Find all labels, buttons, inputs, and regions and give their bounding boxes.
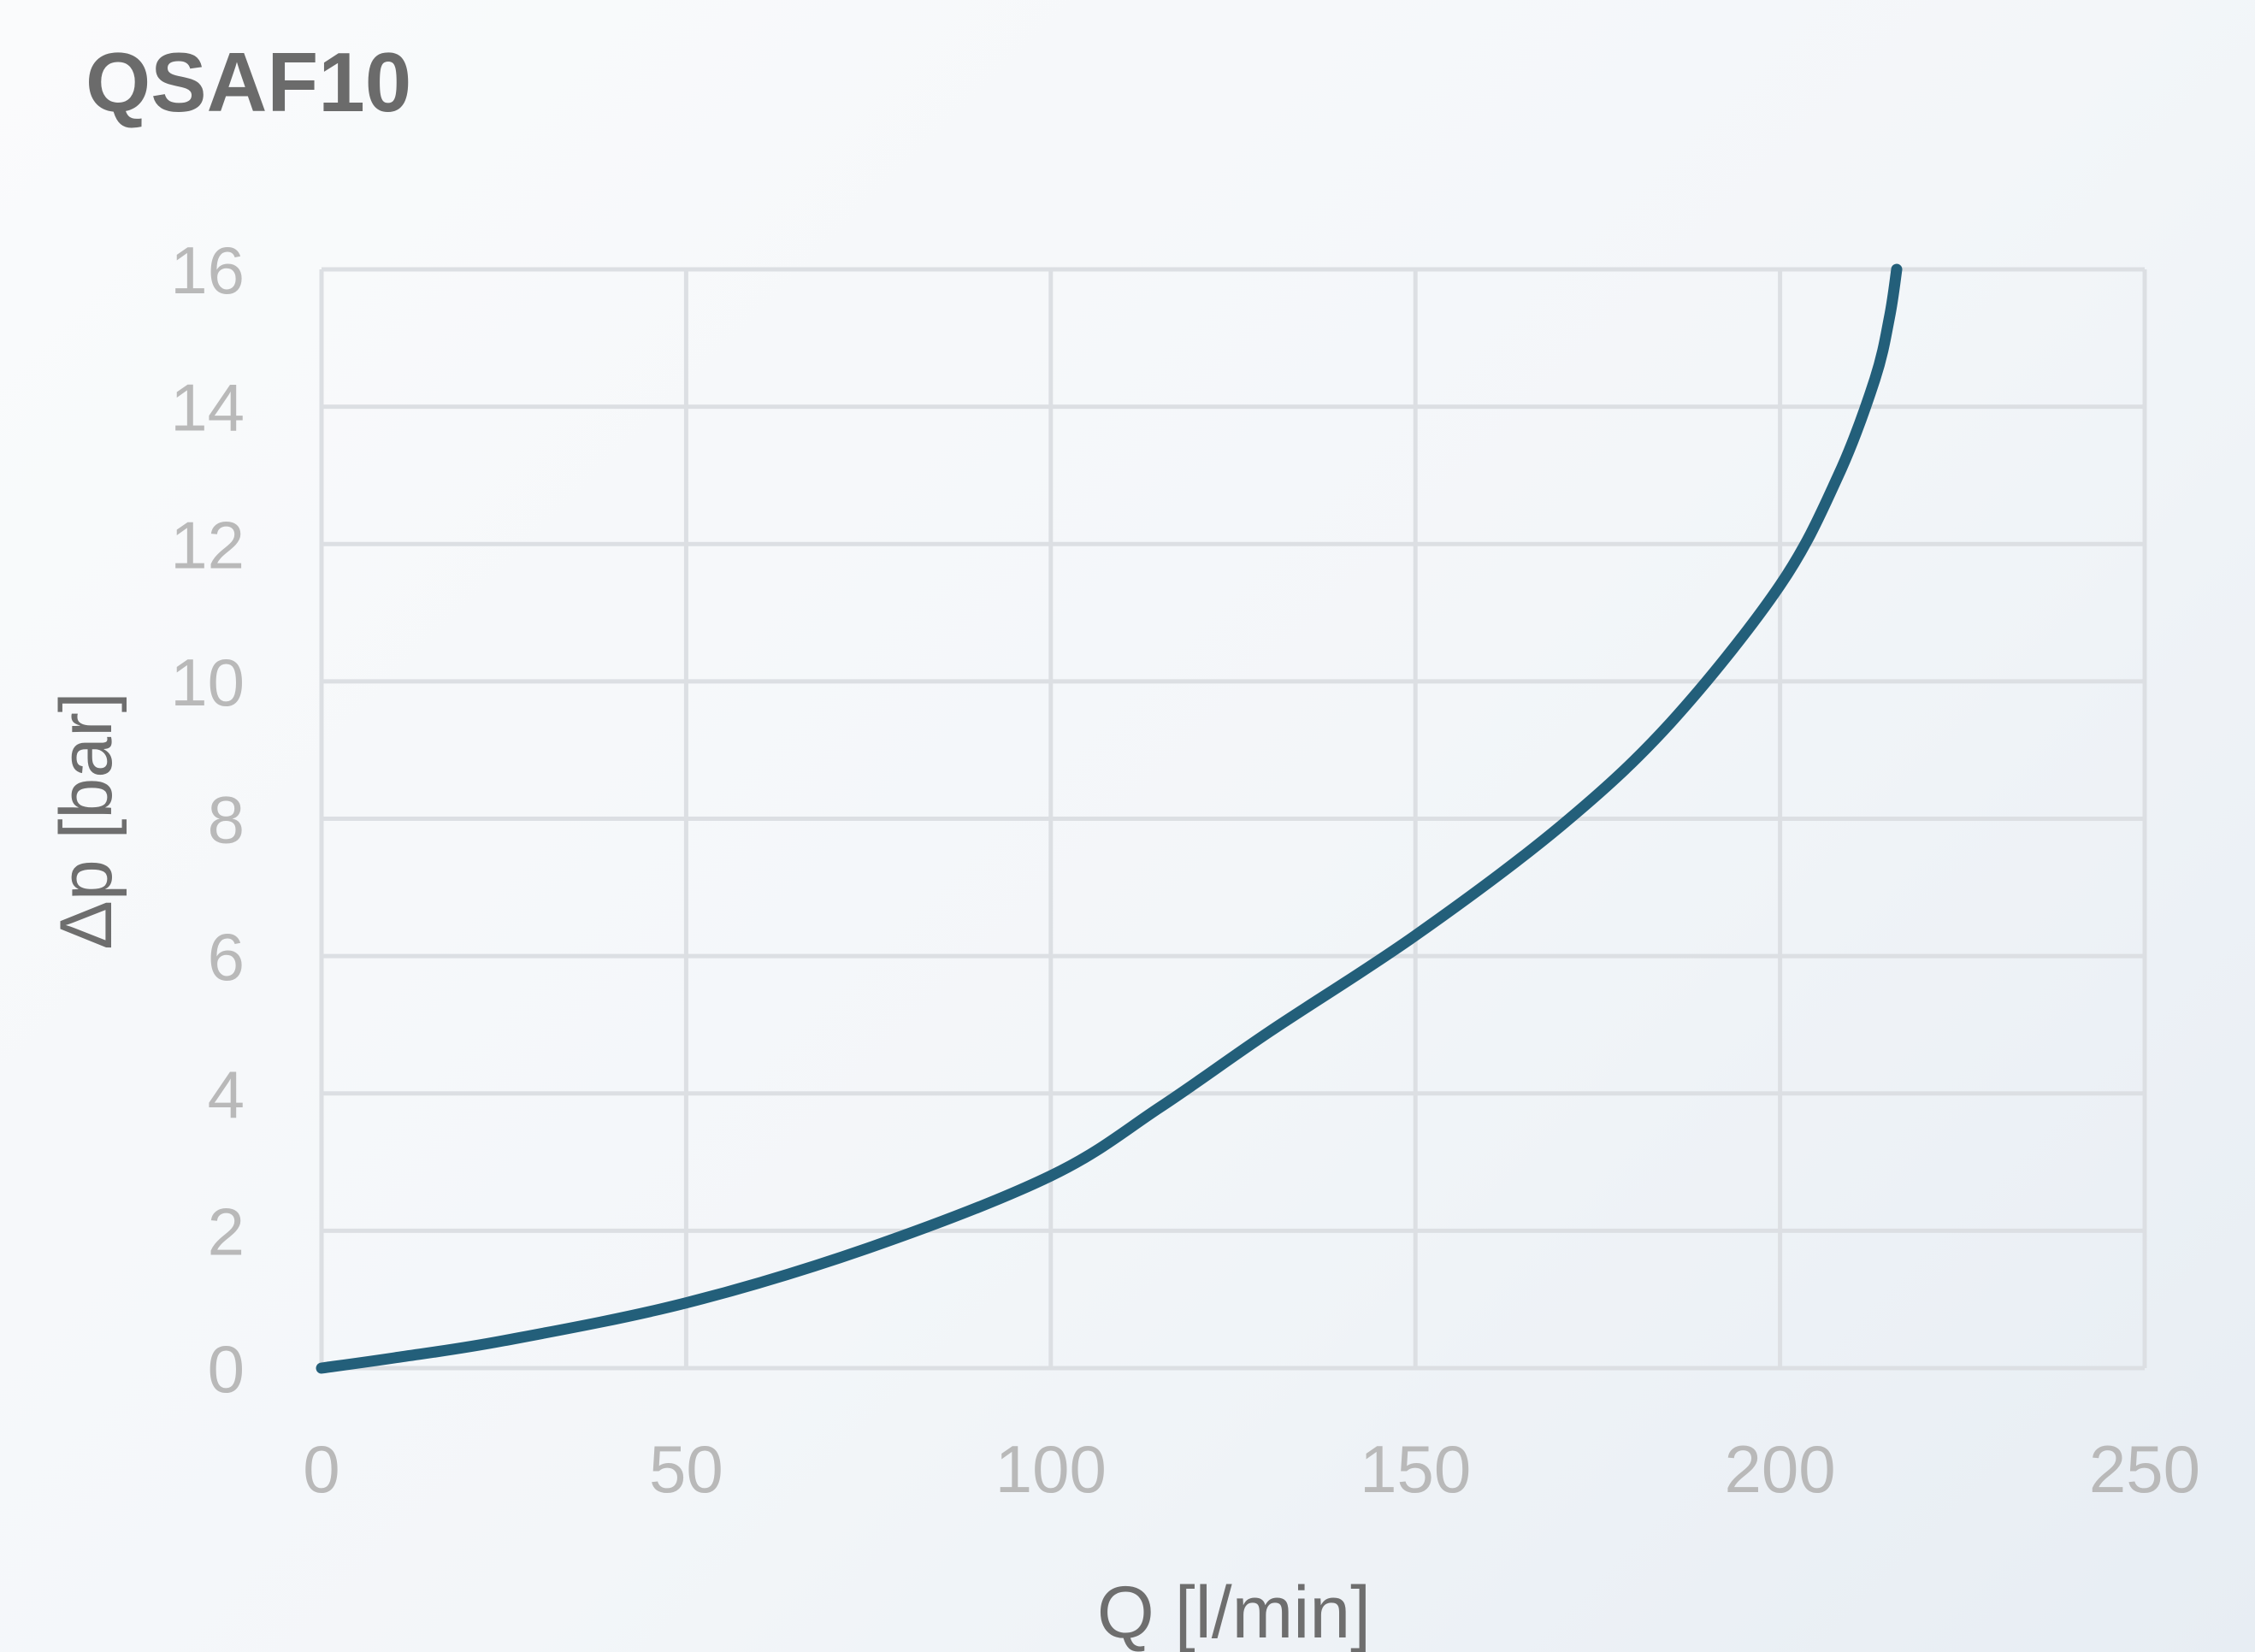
x-axis-ticks: 0 50 100 150 200 250 [303,1431,2200,1507]
y-tick-label: 4 [208,1057,245,1132]
y-tick-label: 2 [208,1194,245,1269]
x-tick-label: 250 [2089,1431,2200,1507]
y-tick-label: 0 [208,1331,245,1407]
x-tick-label: 50 [649,1431,723,1507]
y-tick-label: 10 [170,645,245,720]
y-tick-label: 12 [170,507,245,582]
y-tick-label: 16 [170,233,245,308]
series-line [316,263,1903,1374]
series-group [316,263,1903,1374]
y-tick-label: 6 [208,919,245,994]
x-tick-label: 200 [1725,1431,1836,1507]
y-tick-label: 14 [170,370,245,445]
chart-title: QSAF10 [86,35,411,129]
x-tick-label: 100 [995,1431,1107,1507]
y-axis-ticks: 0 2 4 6 8 10 12 14 16 [170,233,245,1407]
y-tick-label: 8 [208,782,245,858]
y-axis-label: Δp [bar] [45,692,127,949]
x-tick-label: 0 [303,1431,339,1507]
grid [319,267,2147,1371]
x-axis-label: Q [l/min] [1097,1572,1371,1652]
x-tick-label: 150 [1360,1431,1471,1507]
